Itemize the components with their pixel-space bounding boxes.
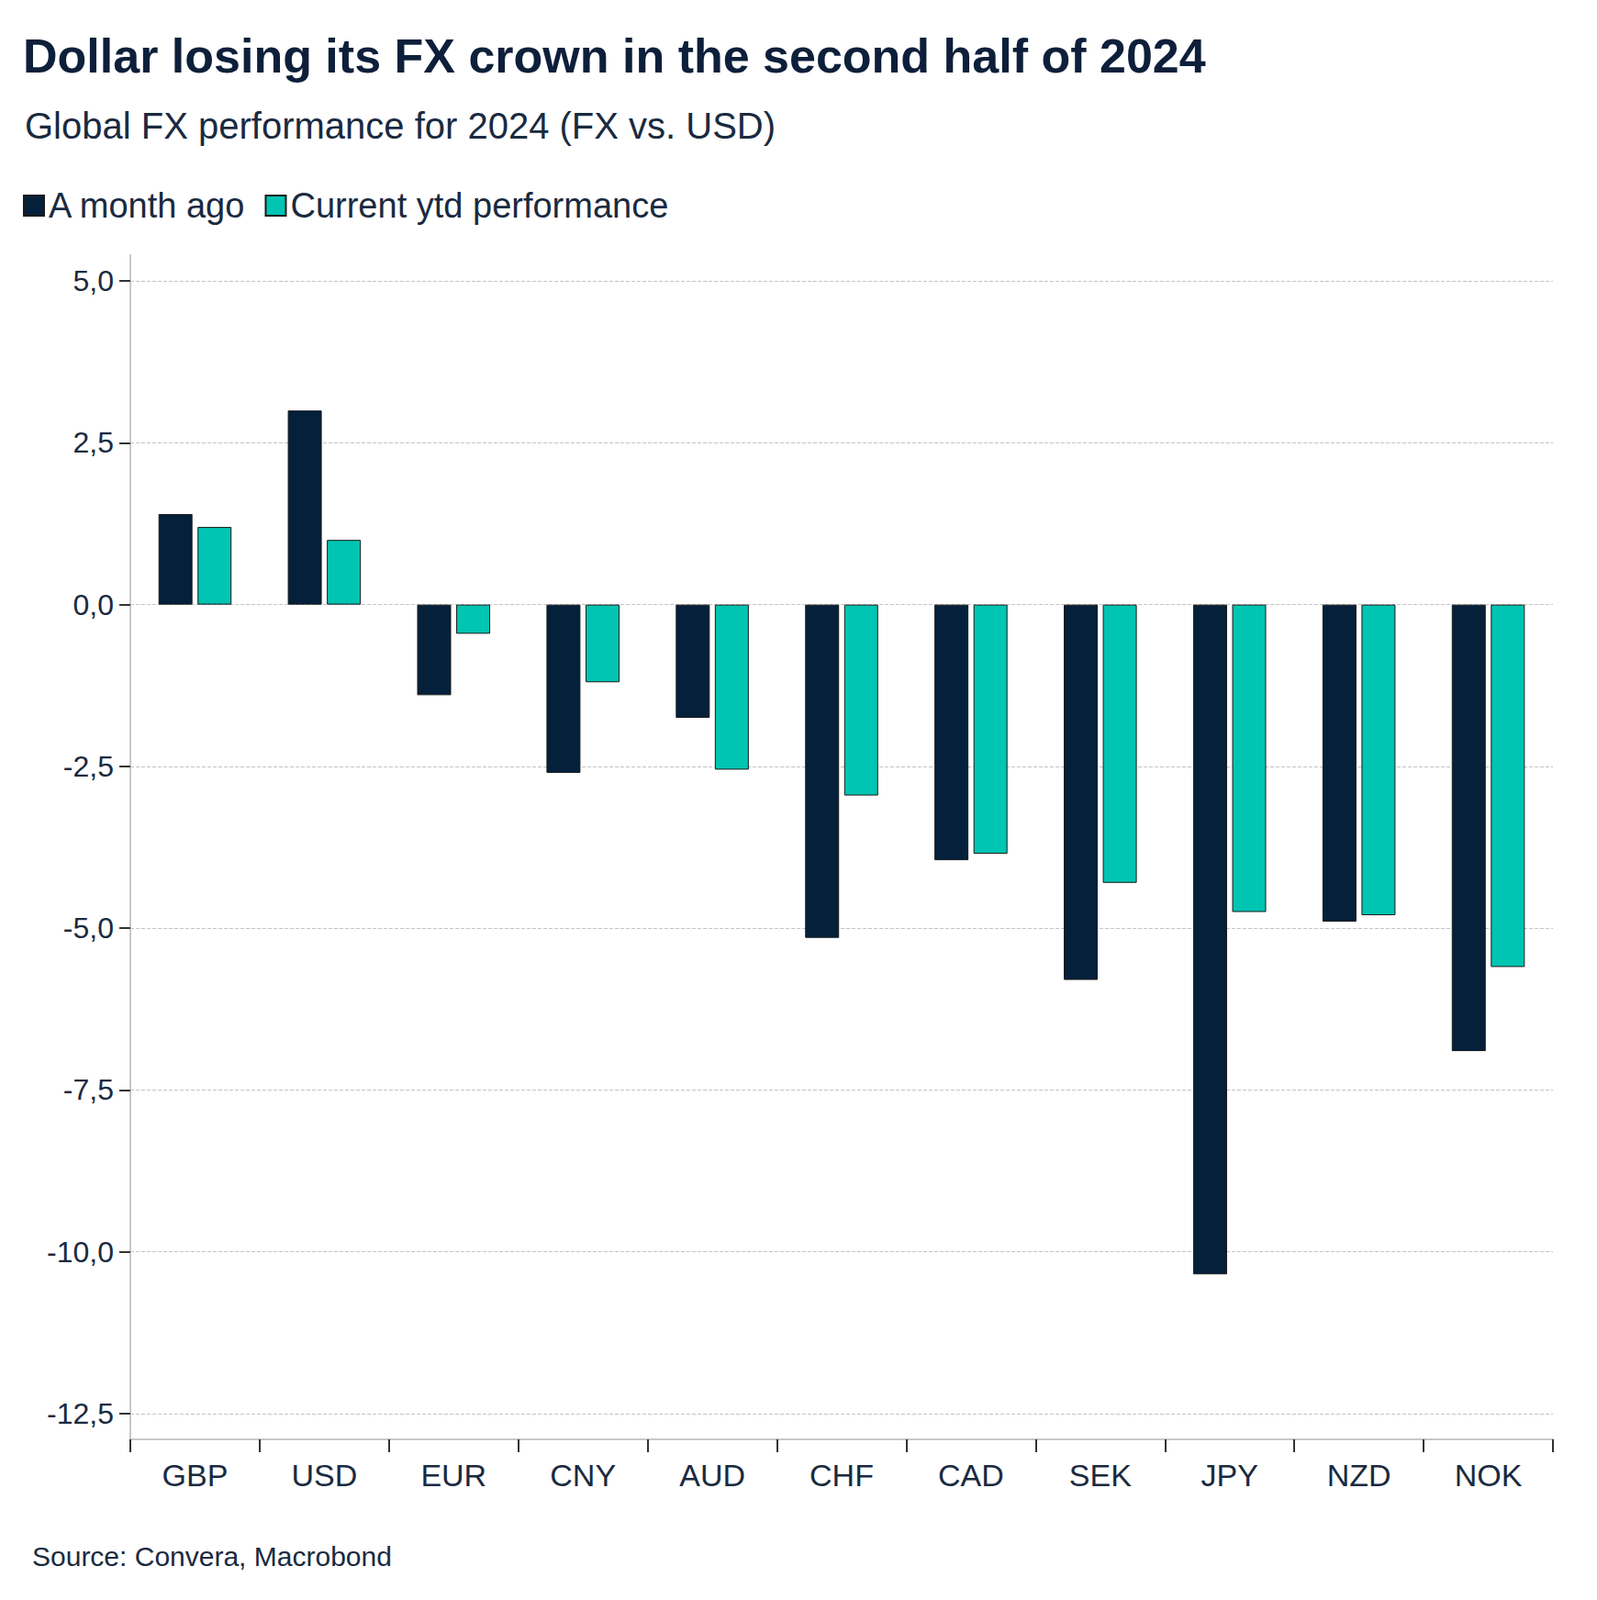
svg-text:Current ytd performance: Current ytd performance — [290, 186, 669, 225]
svg-text:-5,0: -5,0 — [63, 911, 114, 945]
svg-text:USD: USD — [290, 1457, 358, 1493]
svg-text:A month ago: A month ago — [48, 186, 245, 225]
svg-text:-7,5: -7,5 — [63, 1072, 114, 1106]
svg-text:SEK: SEK — [1069, 1457, 1132, 1493]
svg-text:0,0: 0,0 — [73, 588, 114, 622]
svg-text:Global FX performance for 2024: Global FX performance for 2024 (FX vs. U… — [24, 105, 776, 146]
svg-text:JPY: JPY — [1201, 1457, 1259, 1493]
svg-text:-10,0: -10,0 — [46, 1235, 114, 1269]
svg-text:NZD: NZD — [1327, 1457, 1392, 1493]
svg-text:EUR: EUR — [420, 1457, 487, 1493]
svg-text:Source: Convera, Macrobond: Source: Convera, Macrobond — [32, 1541, 392, 1572]
svg-text:NOK: NOK — [1454, 1457, 1523, 1493]
svg-text:GBP: GBP — [162, 1457, 229, 1493]
svg-text:2,5: 2,5 — [73, 425, 114, 459]
svg-text:Dollar losing its FX crown in: Dollar losing its FX crown in the second… — [22, 29, 1207, 83]
svg-text:-12,5: -12,5 — [46, 1396, 114, 1430]
svg-text:CNY: CNY — [549, 1457, 616, 1493]
svg-text:5,0: 5,0 — [73, 264, 114, 298]
svg-text:-2,5: -2,5 — [63, 749, 114, 783]
svg-text:CAD: CAD — [938, 1457, 1005, 1493]
svg-text:AUD: AUD — [679, 1457, 746, 1493]
svg-text:CHF: CHF — [809, 1457, 874, 1493]
